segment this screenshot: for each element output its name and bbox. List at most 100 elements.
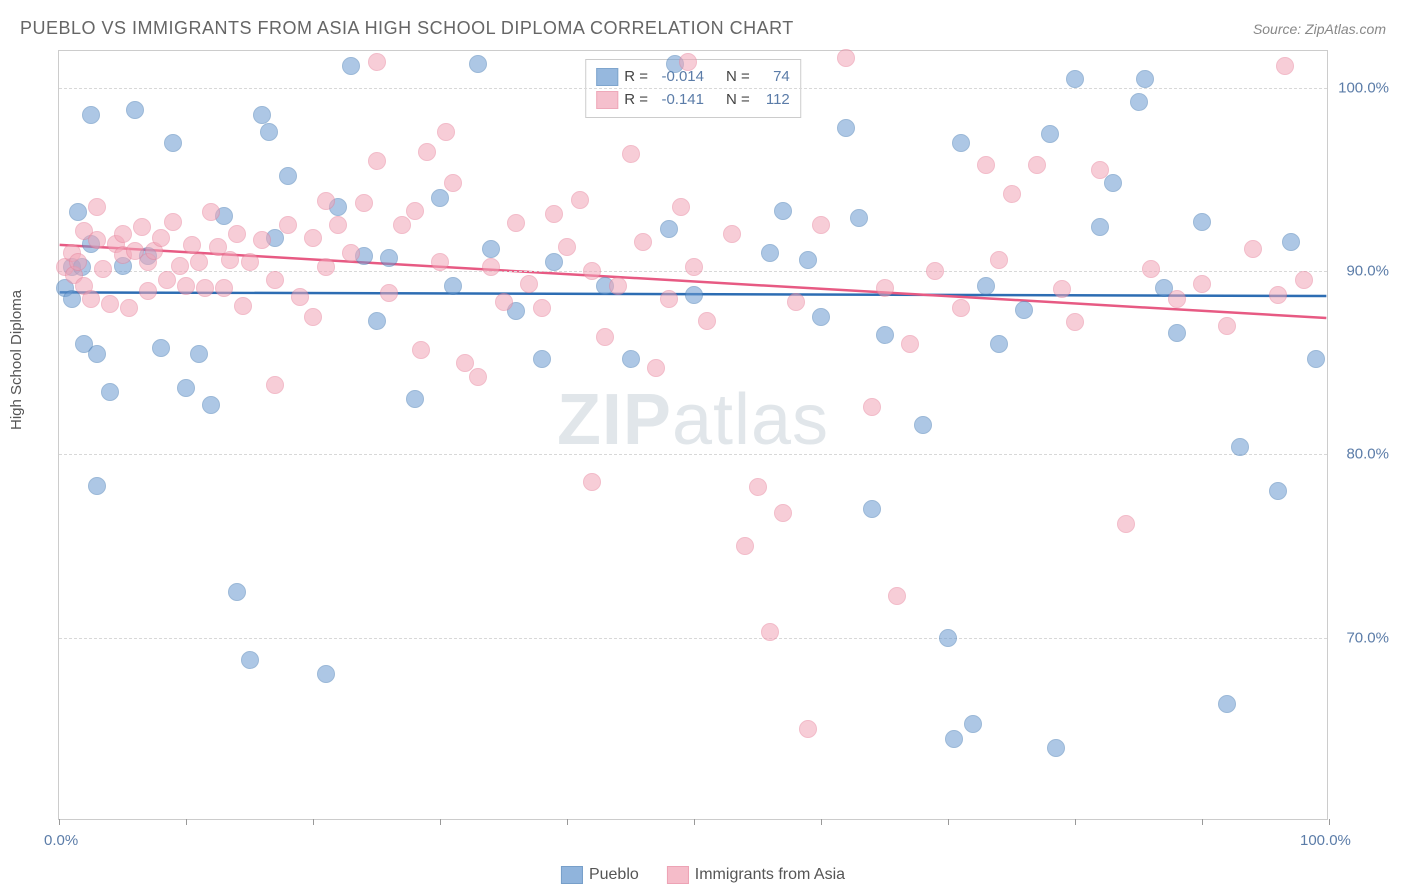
data-point <box>634 233 652 251</box>
data-point <box>647 359 665 377</box>
data-point <box>977 156 995 174</box>
data-point <box>685 286 703 304</box>
data-point <box>380 284 398 302</box>
data-point <box>583 473 601 491</box>
data-point <box>1104 174 1122 192</box>
legend-item: Pueblo <box>561 866 639 884</box>
y-axis-label: High School Diploma <box>8 290 25 430</box>
watermark-part-a: ZIP <box>557 380 672 460</box>
data-point <box>82 106 100 124</box>
data-point <box>456 354 474 372</box>
legend-label: Pueblo <box>589 866 639 883</box>
data-point <box>444 174 462 192</box>
data-point <box>177 379 195 397</box>
data-point <box>812 216 830 234</box>
data-point <box>190 253 208 271</box>
data-point <box>482 240 500 258</box>
n-value: 74 <box>756 66 790 89</box>
x-tick <box>1202 819 1203 825</box>
data-point <box>88 345 106 363</box>
x-end-label: 100.0% <box>1300 832 1351 849</box>
watermark: ZIPatlas <box>557 379 829 461</box>
data-point <box>774 202 792 220</box>
data-point <box>133 218 151 236</box>
data-point <box>196 279 214 297</box>
data-point <box>215 279 233 297</box>
n-label: N = <box>726 66 750 89</box>
data-point <box>234 297 252 315</box>
data-point <box>253 231 271 249</box>
data-point <box>1091 218 1109 236</box>
data-point <box>990 251 1008 269</box>
gridline <box>59 88 1327 89</box>
data-point <box>120 299 138 317</box>
data-point <box>977 277 995 295</box>
data-point <box>914 416 932 434</box>
x-start-label: 0.0% <box>44 832 78 849</box>
stats-legend-row: R =-0.014N =74 <box>596 66 790 89</box>
data-point <box>444 277 462 295</box>
y-tick-label: 80.0% <box>1333 446 1389 463</box>
trend-lines-svg <box>59 51 1327 819</box>
data-point <box>393 216 411 234</box>
data-point <box>533 299 551 317</box>
x-tick <box>440 819 441 825</box>
data-point <box>82 290 100 308</box>
data-point <box>190 345 208 363</box>
data-point <box>1047 739 1065 757</box>
data-point <box>406 202 424 220</box>
data-point <box>368 152 386 170</box>
data-point <box>863 398 881 416</box>
data-point <box>1142 260 1160 278</box>
data-point <box>952 134 970 152</box>
data-point <box>679 53 697 71</box>
data-point <box>520 275 538 293</box>
scatter-plot: ZIPatlas R =-0.014N =74R =-0.141N =112 7… <box>58 50 1328 820</box>
data-point <box>837 119 855 137</box>
data-point <box>152 229 170 247</box>
data-point <box>291 288 309 306</box>
x-tick <box>1329 819 1330 825</box>
data-point <box>1066 70 1084 88</box>
series-legend: PuebloImmigrants from Asia <box>561 866 845 884</box>
data-point <box>533 350 551 368</box>
data-point <box>69 253 87 271</box>
data-point <box>1015 301 1033 319</box>
data-point <box>88 477 106 495</box>
data-point <box>317 192 335 210</box>
x-tick <box>59 819 60 825</box>
data-point <box>622 350 640 368</box>
data-point <box>355 194 373 212</box>
data-point <box>596 328 614 346</box>
data-point <box>342 57 360 75</box>
data-point <box>1244 240 1262 258</box>
data-point <box>1193 275 1211 293</box>
data-point <box>221 251 239 269</box>
x-tick <box>567 819 568 825</box>
data-point <box>583 262 601 280</box>
data-point <box>1168 290 1186 308</box>
data-point <box>876 326 894 344</box>
data-point <box>1003 185 1021 203</box>
legend-swatch <box>596 91 618 109</box>
x-tick <box>186 819 187 825</box>
data-point <box>1066 313 1084 331</box>
data-point <box>1168 324 1186 342</box>
r-value: -0.141 <box>654 89 704 112</box>
data-point <box>761 244 779 262</box>
data-point <box>164 134 182 152</box>
data-point <box>901 335 919 353</box>
x-tick <box>694 819 695 825</box>
data-point <box>202 203 220 221</box>
data-point <box>329 216 347 234</box>
data-point <box>863 500 881 518</box>
x-tick <box>821 819 822 825</box>
data-point <box>482 258 500 276</box>
r-label: R = <box>624 66 648 89</box>
data-point <box>723 225 741 243</box>
data-point <box>495 293 513 311</box>
data-point <box>799 251 817 269</box>
data-point <box>266 376 284 394</box>
data-point <box>1282 233 1300 251</box>
legend-swatch <box>596 68 618 86</box>
